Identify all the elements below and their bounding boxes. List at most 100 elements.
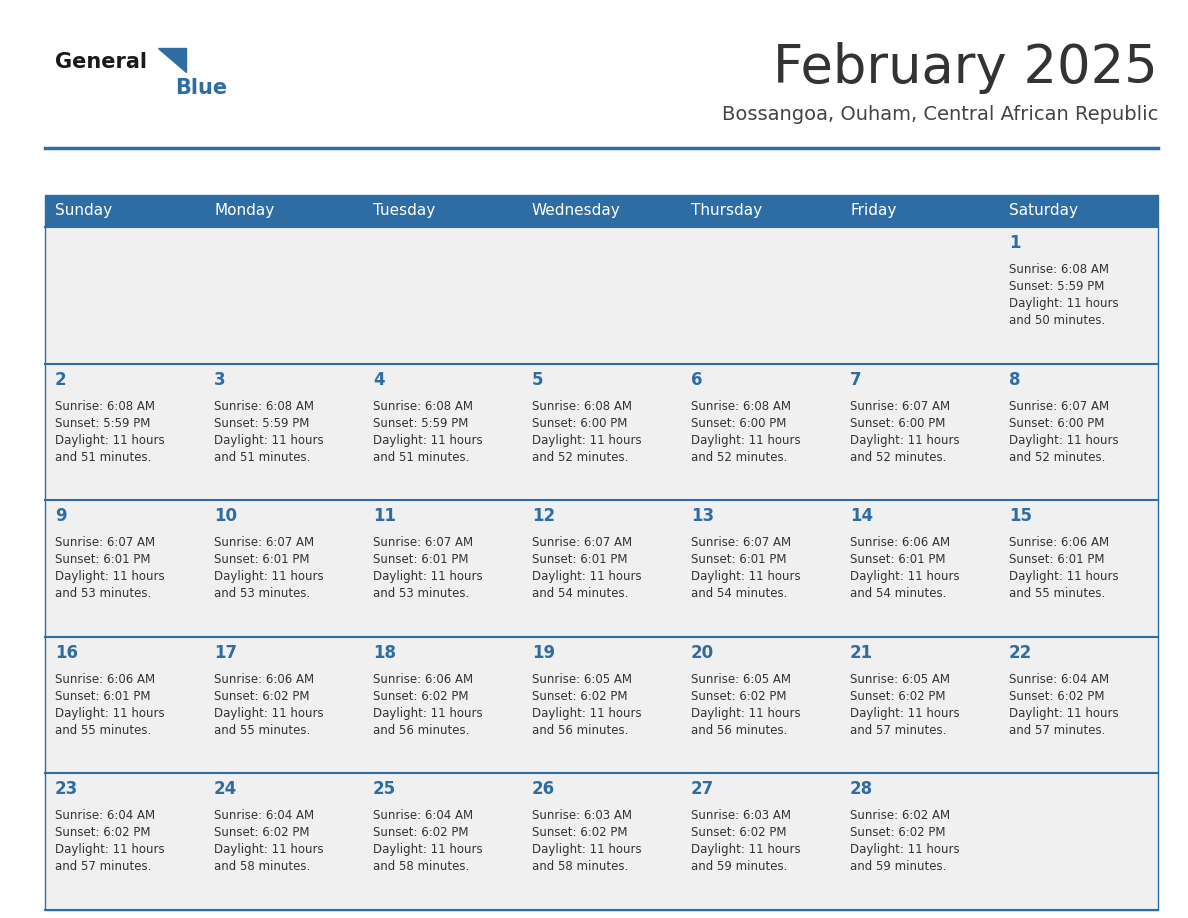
Text: and 51 minutes.: and 51 minutes. (55, 451, 151, 464)
Text: Blue: Blue (175, 78, 227, 98)
Text: 15: 15 (1009, 508, 1032, 525)
Text: 19: 19 (532, 644, 555, 662)
Text: and 54 minutes.: and 54 minutes. (849, 588, 947, 600)
Text: Sunset: 5:59 PM: Sunset: 5:59 PM (214, 417, 309, 430)
Text: Sunset: 6:01 PM: Sunset: 6:01 PM (532, 554, 627, 566)
Text: and 57 minutes.: and 57 minutes. (55, 860, 151, 873)
Text: Sunrise: 6:03 AM: Sunrise: 6:03 AM (532, 810, 632, 823)
Text: Sunrise: 6:08 AM: Sunrise: 6:08 AM (1009, 263, 1110, 276)
Text: and 56 minutes.: and 56 minutes. (691, 723, 788, 737)
Text: 1: 1 (1009, 234, 1020, 252)
Bar (204, 500, 364, 637)
Text: 18: 18 (373, 644, 396, 662)
Text: Sunset: 6:02 PM: Sunset: 6:02 PM (55, 826, 151, 839)
Text: Daylight: 11 hours: Daylight: 11 hours (55, 570, 165, 583)
Text: and 58 minutes.: and 58 minutes. (214, 860, 310, 873)
Text: and 53 minutes.: and 53 minutes. (214, 588, 310, 600)
Text: Sunrise: 6:04 AM: Sunrise: 6:04 AM (373, 810, 473, 823)
Text: Sunset: 6:01 PM: Sunset: 6:01 PM (55, 554, 151, 566)
Text: Sunset: 6:01 PM: Sunset: 6:01 PM (849, 554, 946, 566)
Text: Sunset: 6:02 PM: Sunset: 6:02 PM (373, 689, 468, 703)
Text: and 50 minutes.: and 50 minutes. (1009, 314, 1105, 327)
Bar (999, 500, 1158, 637)
Bar (999, 773, 1158, 910)
Text: Daylight: 11 hours: Daylight: 11 hours (849, 844, 960, 856)
Text: Sunrise: 6:07 AM: Sunrise: 6:07 AM (532, 536, 632, 549)
Bar (522, 773, 681, 910)
Text: 24: 24 (214, 780, 238, 799)
Bar (999, 227, 1158, 364)
Text: Sunrise: 6:03 AM: Sunrise: 6:03 AM (691, 810, 791, 823)
Text: 28: 28 (849, 780, 873, 799)
Text: Daylight: 11 hours: Daylight: 11 hours (214, 433, 323, 446)
Bar (364, 773, 522, 910)
Text: 6: 6 (691, 371, 702, 388)
Text: 3: 3 (214, 371, 226, 388)
Text: Sunset: 6:02 PM: Sunset: 6:02 PM (532, 826, 627, 839)
Text: Sunrise: 6:06 AM: Sunrise: 6:06 AM (849, 536, 950, 549)
Text: and 59 minutes.: and 59 minutes. (691, 860, 788, 873)
Text: Sunset: 6:02 PM: Sunset: 6:02 PM (214, 826, 310, 839)
Text: Daylight: 11 hours: Daylight: 11 hours (55, 707, 165, 720)
Text: 11: 11 (373, 508, 396, 525)
Text: Sunrise: 6:07 AM: Sunrise: 6:07 AM (55, 536, 156, 549)
Bar (999, 637, 1158, 773)
Text: Sunset: 6:00 PM: Sunset: 6:00 PM (849, 417, 946, 430)
Bar (999, 364, 1158, 500)
Text: Daylight: 11 hours: Daylight: 11 hours (1009, 570, 1119, 583)
Text: Sunrise: 6:06 AM: Sunrise: 6:06 AM (373, 673, 473, 686)
Text: Sunrise: 6:08 AM: Sunrise: 6:08 AM (691, 399, 791, 412)
Text: 23: 23 (55, 780, 78, 799)
Bar (840, 227, 999, 364)
Text: Sunset: 6:00 PM: Sunset: 6:00 PM (532, 417, 627, 430)
Text: Daylight: 11 hours: Daylight: 11 hours (532, 844, 642, 856)
Text: and 54 minutes.: and 54 minutes. (532, 588, 628, 600)
Bar (364, 637, 522, 773)
Text: Sunrise: 6:06 AM: Sunrise: 6:06 AM (1009, 536, 1110, 549)
Bar (204, 364, 364, 500)
Text: Daylight: 11 hours: Daylight: 11 hours (691, 844, 801, 856)
Text: 12: 12 (532, 508, 555, 525)
Text: 8: 8 (1009, 371, 1020, 388)
Text: Sunrise: 6:07 AM: Sunrise: 6:07 AM (1009, 399, 1110, 412)
Text: Daylight: 11 hours: Daylight: 11 hours (691, 433, 801, 446)
Text: and 56 minutes.: and 56 minutes. (373, 723, 469, 737)
Text: Daylight: 11 hours: Daylight: 11 hours (532, 707, 642, 720)
Text: General: General (55, 52, 147, 72)
Text: Sunset: 6:02 PM: Sunset: 6:02 PM (532, 689, 627, 703)
Text: Sunset: 6:01 PM: Sunset: 6:01 PM (691, 554, 786, 566)
Text: and 58 minutes.: and 58 minutes. (532, 860, 628, 873)
Bar (45, 364, 204, 500)
Text: Sunset: 6:01 PM: Sunset: 6:01 PM (214, 554, 310, 566)
Bar (45, 500, 204, 637)
Text: and 53 minutes.: and 53 minutes. (373, 588, 469, 600)
Text: Daylight: 11 hours: Daylight: 11 hours (373, 844, 482, 856)
Text: and 52 minutes.: and 52 minutes. (691, 451, 788, 464)
Text: Monday: Monday (214, 204, 274, 218)
Text: Sunset: 6:00 PM: Sunset: 6:00 PM (1009, 417, 1105, 430)
Text: 4: 4 (373, 371, 385, 388)
Text: Sunrise: 6:04 AM: Sunrise: 6:04 AM (55, 810, 156, 823)
Text: Sunrise: 6:08 AM: Sunrise: 6:08 AM (532, 399, 632, 412)
Text: Daylight: 11 hours: Daylight: 11 hours (532, 570, 642, 583)
Text: 27: 27 (691, 780, 714, 799)
Text: 5: 5 (532, 371, 543, 388)
Text: Daylight: 11 hours: Daylight: 11 hours (214, 570, 323, 583)
Bar (45, 637, 204, 773)
Text: 21: 21 (849, 644, 873, 662)
Text: Sunset: 6:02 PM: Sunset: 6:02 PM (214, 689, 310, 703)
Text: Sunrise: 6:07 AM: Sunrise: 6:07 AM (691, 536, 791, 549)
Text: Daylight: 11 hours: Daylight: 11 hours (373, 707, 482, 720)
Text: Sunset: 5:59 PM: Sunset: 5:59 PM (1009, 280, 1105, 293)
Text: 25: 25 (373, 780, 396, 799)
Text: and 58 minutes.: and 58 minutes. (373, 860, 469, 873)
Text: Daylight: 11 hours: Daylight: 11 hours (214, 707, 323, 720)
Text: Sunset: 5:59 PM: Sunset: 5:59 PM (55, 417, 151, 430)
Text: Sunrise: 6:06 AM: Sunrise: 6:06 AM (214, 673, 314, 686)
Text: Sunset: 6:01 PM: Sunset: 6:01 PM (55, 689, 151, 703)
Bar (681, 364, 840, 500)
Text: 16: 16 (55, 644, 78, 662)
Text: Sunset: 6:02 PM: Sunset: 6:02 PM (849, 689, 946, 703)
Text: Sunrise: 6:06 AM: Sunrise: 6:06 AM (55, 673, 156, 686)
Text: Sunrise: 6:07 AM: Sunrise: 6:07 AM (214, 536, 314, 549)
